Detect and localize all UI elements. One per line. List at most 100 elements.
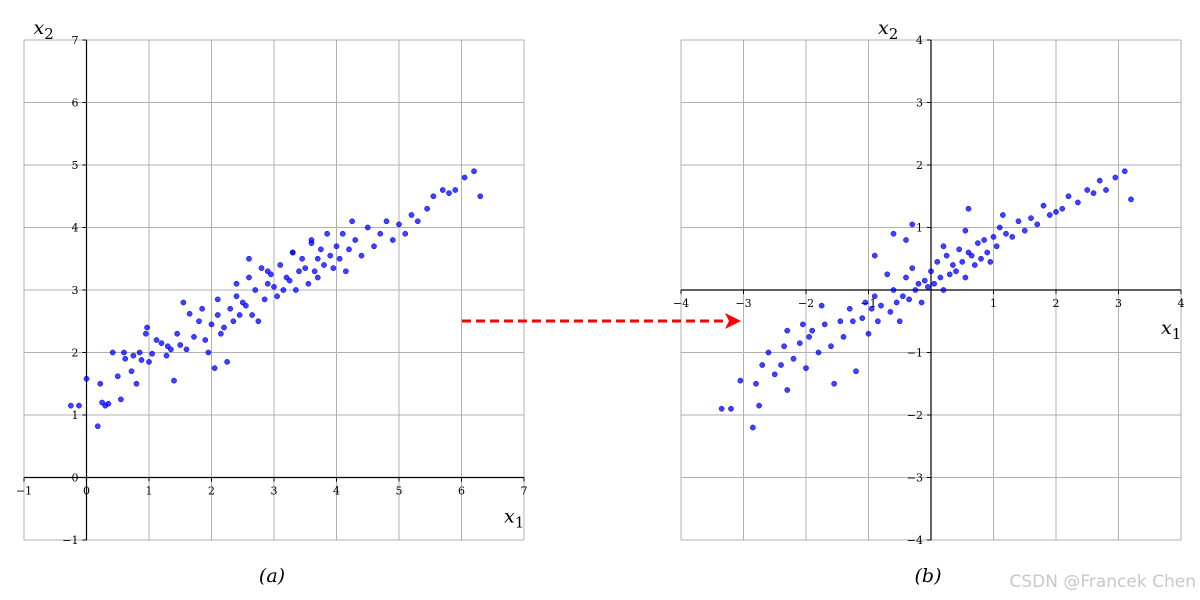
data-point <box>1103 187 1109 193</box>
y-tick-label: 0 <box>72 472 79 485</box>
y-tick-label: 5 <box>72 159 79 172</box>
data-point <box>1003 230 1009 237</box>
data-point <box>853 368 859 375</box>
data-point <box>97 380 104 387</box>
data-point <box>109 349 116 356</box>
data-point <box>750 424 756 431</box>
data-point <box>890 230 897 237</box>
x-tick-label: 2 <box>208 485 215 498</box>
x-tick-label: −1 <box>16 485 32 498</box>
x-tick-label: 7 <box>521 485 528 498</box>
data-point <box>893 299 900 306</box>
data-point <box>996 224 1003 231</box>
subplot-caption: (a) <box>259 565 285 587</box>
data-point <box>809 327 816 334</box>
data-point <box>452 187 459 193</box>
data-point <box>1096 177 1103 184</box>
data-point <box>790 355 797 362</box>
data-point <box>289 249 296 256</box>
data-point <box>274 293 280 300</box>
data-point <box>144 324 150 331</box>
data-point <box>277 262 284 268</box>
data-point <box>971 262 978 268</box>
data-point <box>987 259 994 265</box>
data-point <box>903 274 909 281</box>
y-axis-label-subscript: 2 <box>889 25 899 43</box>
data-point <box>1000 212 1006 218</box>
data-point <box>430 193 437 200</box>
data-point <box>218 330 224 337</box>
data-point <box>164 343 171 350</box>
data-point <box>94 423 101 430</box>
data-point <box>327 252 334 259</box>
data-point <box>1112 174 1119 181</box>
data-point <box>821 321 828 328</box>
data-point <box>950 262 956 268</box>
data-point <box>915 280 922 287</box>
data-point <box>878 302 884 309</box>
data-point <box>264 280 271 287</box>
data-point <box>909 221 916 228</box>
x-axis-label: x1 <box>1161 317 1181 343</box>
data-point <box>202 337 209 343</box>
x-tick-label: 6 <box>458 485 465 498</box>
data-point <box>149 350 155 357</box>
data-point <box>311 268 318 275</box>
x-tick-label: 0 <box>83 485 90 498</box>
data-point <box>336 255 343 262</box>
data-point <box>186 310 193 317</box>
data-point <box>321 262 327 268</box>
data-point <box>296 268 302 275</box>
data-point <box>903 237 909 243</box>
y-axis-label: x2 <box>878 17 898 43</box>
data-point <box>414 218 421 225</box>
data-point <box>1034 221 1041 228</box>
data-point <box>965 205 972 212</box>
data-point <box>993 243 1000 250</box>
data-point <box>318 246 324 253</box>
data-point <box>76 402 82 409</box>
data-point <box>778 362 784 368</box>
data-point <box>364 224 371 231</box>
data-point <box>953 268 959 275</box>
data-point <box>280 287 287 293</box>
data-point <box>896 318 903 325</box>
x-tick-label: 1 <box>990 297 997 310</box>
data-point <box>984 249 991 256</box>
data-point <box>402 230 409 237</box>
tick-labels: −1 0 1 2 3 4 5 6 7 −1 0 1 2 3 4 5 6 7 <box>16 34 528 547</box>
data-point <box>846 305 853 312</box>
data-point <box>138 357 145 363</box>
data-point <box>214 312 221 318</box>
data-point <box>227 305 234 312</box>
data-point <box>146 359 152 365</box>
data-point <box>975 240 981 246</box>
data-point <box>737 377 744 384</box>
data-point <box>890 287 897 293</box>
data-point <box>800 321 806 328</box>
data-point <box>796 340 803 346</box>
data-point <box>174 330 180 337</box>
x-tick-label: 4 <box>1178 297 1185 310</box>
data-point <box>928 268 934 275</box>
data-point <box>1128 196 1134 203</box>
subplot-caption: (b) <box>915 565 942 587</box>
data-point <box>199 305 205 312</box>
data-point <box>191 334 197 340</box>
data-point <box>1121 168 1128 175</box>
data-point <box>208 321 215 328</box>
data-point <box>1065 193 1072 200</box>
data-point <box>308 237 315 243</box>
data-point <box>909 265 916 271</box>
data-point <box>959 259 966 265</box>
data-point <box>302 265 309 271</box>
x-axis-label-subscript: 1 <box>1172 325 1182 343</box>
data-point <box>314 255 321 262</box>
data-point <box>163 352 170 359</box>
data-point <box>249 312 255 318</box>
y-tick-label: 4 <box>72 222 79 235</box>
data-point <box>1090 190 1097 196</box>
data-point <box>1084 187 1091 193</box>
data-point <box>352 237 359 243</box>
data-point <box>389 237 396 243</box>
